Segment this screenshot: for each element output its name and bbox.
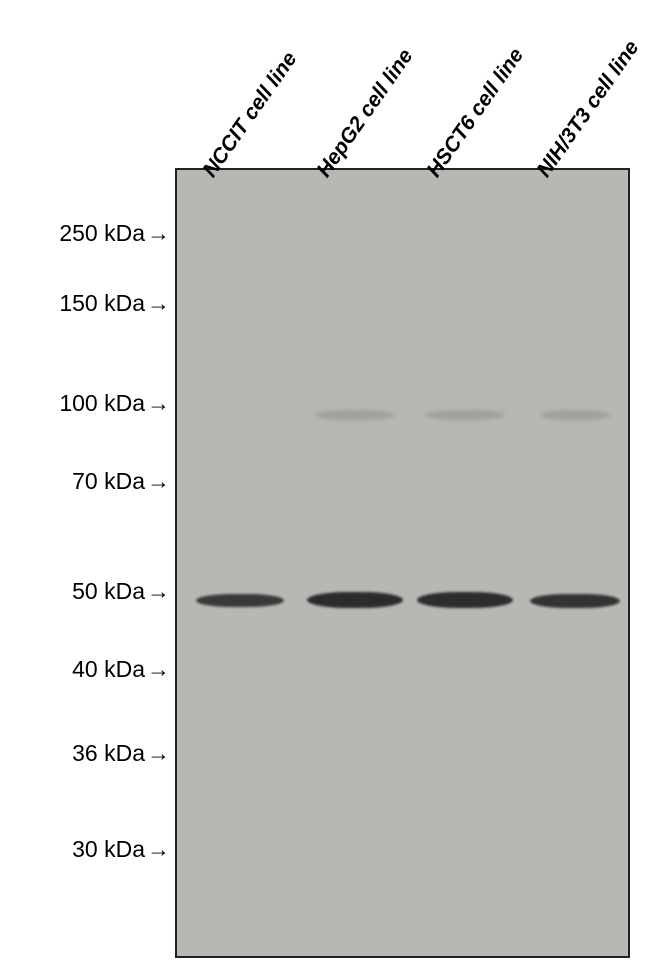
lane-label: HSCT6 cell line [422,44,529,182]
blot-band [196,594,284,607]
mw-marker-label: 50 kDa [72,578,145,604]
blot-band-faint [425,410,505,420]
blot-band-faint [540,410,610,420]
arrow-icon: → [147,656,170,683]
arrow-icon: → [147,740,170,767]
mw-marker-label: 40 kDa [72,656,145,682]
mw-marker: 36 kDa→ [0,740,170,767]
blot-band [307,592,403,608]
figure-root: WWW.PTGLAB.COM NCCIT cell line HepG2 cel… [0,0,650,978]
mw-marker: 50 kDa→ [0,578,170,605]
mw-marker-label: 250 kDa [59,220,145,246]
mw-marker-label: 70 kDa [72,468,145,494]
mw-marker: 70 kDa→ [0,468,170,495]
blot-band [530,594,620,608]
mw-marker-label: 150 kDa [59,290,145,316]
lane-label: NCCIT cell line [198,48,302,182]
blot-membrane [175,168,630,958]
mw-marker-label: 100 kDa [59,390,145,416]
mw-marker: 30 kDa→ [0,836,170,863]
mw-marker: 150 kDa→ [0,290,170,317]
arrow-icon: → [147,390,170,417]
arrow-icon: → [147,220,170,247]
lane-label: NIH/3T3 cell line [532,36,644,182]
arrow-icon: → [147,578,170,605]
arrow-icon: → [147,468,170,495]
mw-marker-label: 30 kDa [72,836,145,862]
mw-marker-label: 36 kDa [72,740,145,766]
lane-labels-group: NCCIT cell line HepG2 cell line HSCT6 ce… [0,0,650,170]
arrow-icon: → [147,836,170,863]
lane-label: HepG2 cell line [312,45,418,182]
arrow-icon: → [147,290,170,317]
blot-band [417,592,513,608]
mw-marker: 250 kDa→ [0,220,170,247]
mw-marker: 40 kDa→ [0,656,170,683]
mw-marker: 100 kDa→ [0,390,170,417]
blot-band-faint [315,410,395,420]
